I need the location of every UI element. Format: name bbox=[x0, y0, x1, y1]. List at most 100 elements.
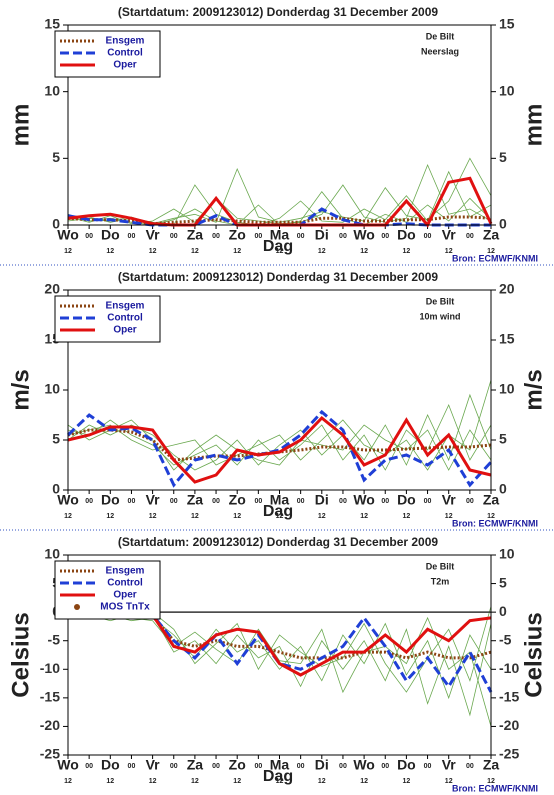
x-tick-label: 00 bbox=[128, 763, 136, 770]
x-tick-label: Vr bbox=[146, 757, 161, 773]
x-tick-label: 00 bbox=[170, 498, 178, 505]
x-tick-label: 00 bbox=[466, 233, 474, 240]
y2-axis-label: mm bbox=[520, 104, 547, 147]
x-sublabel: 12 bbox=[233, 778, 241, 785]
y-tick-label: 10 bbox=[44, 381, 60, 397]
x-tick-label: Ma bbox=[270, 227, 290, 243]
y2-tick-label: 15 bbox=[499, 331, 515, 347]
location: De Bilt bbox=[426, 296, 455, 306]
x-sublabel: 12 bbox=[360, 778, 368, 785]
x-tick-label: Wo bbox=[57, 227, 79, 243]
x-sublabel: 12 bbox=[403, 248, 411, 255]
x-tick-label: 00 bbox=[424, 498, 432, 505]
y2-tick-label: 5 bbox=[499, 574, 507, 590]
x-sublabel: 12 bbox=[106, 248, 114, 255]
x-sublabel: 12 bbox=[64, 513, 72, 520]
x-sublabel: 12 bbox=[318, 778, 326, 785]
x-tick-label: Do bbox=[101, 492, 120, 508]
legend-label: Oper bbox=[113, 590, 136, 601]
x-tick-label: 00 bbox=[85, 763, 93, 770]
series-line bbox=[66, 409, 493, 488]
y-tick-label: 0 bbox=[52, 481, 60, 497]
plot-frame bbox=[67, 289, 492, 491]
y-axis-label: Celsius bbox=[7, 612, 34, 697]
legend-label: Ensgem bbox=[106, 566, 145, 577]
y-tick-label: 15 bbox=[44, 16, 60, 32]
x-axis-label: Dag bbox=[263, 503, 293, 520]
x-tick-label: Za bbox=[187, 492, 204, 508]
y-tick-label: 20 bbox=[44, 281, 60, 297]
x-tick-label: 00 bbox=[128, 233, 136, 240]
series-line bbox=[67, 415, 492, 484]
x-tick-label: Di bbox=[315, 492, 329, 508]
x-tick-label: 00 bbox=[339, 233, 347, 240]
x-sublabel: 12 bbox=[64, 248, 72, 255]
x-tick-label: 00 bbox=[339, 763, 347, 770]
x-tick-label: 00 bbox=[466, 763, 474, 770]
x-sublabel: 12 bbox=[445, 513, 453, 520]
y-axis-label: mm bbox=[7, 104, 34, 147]
source: Bron: ECMWF/KNMI bbox=[452, 783, 538, 793]
location: De Bilt bbox=[426, 561, 455, 571]
x-tick-label: Vr bbox=[442, 492, 457, 508]
variable: T2m bbox=[431, 576, 450, 586]
member-line bbox=[67, 157, 492, 225]
y2-tick-label: 5 bbox=[499, 431, 507, 447]
y-tick-label: 5 bbox=[52, 431, 60, 447]
legend-label: Oper bbox=[113, 60, 136, 71]
series-line bbox=[67, 610, 492, 677]
x-sublabel: 12 bbox=[445, 778, 453, 785]
x-tick-label: 00 bbox=[212, 763, 220, 770]
series-line bbox=[67, 215, 492, 226]
member-line bbox=[67, 614, 492, 700]
y-axis-label: m/s bbox=[7, 369, 34, 410]
x-tick-label: Do bbox=[397, 492, 416, 508]
x-tick-label: Za bbox=[483, 227, 500, 243]
x-sublabel: 12 bbox=[487, 248, 495, 255]
source: Bron: ECMWF/KNMI bbox=[452, 518, 538, 528]
legend-box bbox=[54, 30, 161, 78]
x-sublabel: 12 bbox=[191, 513, 199, 520]
x-tick-label: 00 bbox=[424, 233, 432, 240]
legend-label: Control bbox=[107, 48, 143, 59]
series-line bbox=[67, 613, 492, 660]
x-tick-label: Do bbox=[397, 227, 416, 243]
y-tick-label: 10 bbox=[44, 82, 60, 98]
x-sublabel: 12 bbox=[487, 513, 495, 520]
y2-tick-label: 10 bbox=[499, 82, 515, 98]
chart-title: (Startdatum: 2009123012) Donderdag 31 De… bbox=[118, 535, 438, 549]
x-sublabel: 12 bbox=[149, 778, 157, 785]
x-sublabel: 12 bbox=[318, 513, 326, 520]
plot-frame bbox=[67, 24, 492, 226]
x-sublabel: 12 bbox=[487, 778, 495, 785]
x-tick-label: 00 bbox=[254, 498, 262, 505]
x-sublabel: 12 bbox=[276, 513, 284, 520]
y-tick-label: -15 bbox=[40, 689, 60, 705]
x-tick-label: Za bbox=[187, 757, 204, 773]
x-sublabel: 12 bbox=[233, 248, 241, 255]
x-tick-label: 00 bbox=[381, 498, 389, 505]
legend-label: Control bbox=[107, 313, 143, 324]
x-tick-label: 00 bbox=[297, 763, 305, 770]
x-sublabel: 12 bbox=[191, 778, 199, 785]
x-tick-label: Vr bbox=[146, 492, 161, 508]
x-sublabel: 12 bbox=[149, 513, 157, 520]
x-tick-label: 00 bbox=[466, 498, 474, 505]
x-tick-label: Wo bbox=[57, 757, 79, 773]
x-tick-label: 00 bbox=[212, 498, 220, 505]
x-tick-label: Wo bbox=[353, 757, 375, 773]
x-tick-label: 00 bbox=[170, 763, 178, 770]
x-tick-label: Vr bbox=[442, 227, 457, 243]
y2-tick-label: 10 bbox=[499, 546, 515, 562]
x-tick-label: 00 bbox=[424, 763, 432, 770]
x-sublabel: 12 bbox=[106, 513, 114, 520]
y2-axis-label: Celsius bbox=[520, 612, 547, 697]
legend-label: MOS TnTx bbox=[100, 602, 150, 613]
x-tick-label: Zo bbox=[229, 757, 246, 773]
x-sublabel: 12 bbox=[318, 248, 326, 255]
y2-tick-label: 20 bbox=[499, 281, 515, 297]
member-line bbox=[67, 379, 492, 471]
x-tick-label: 00 bbox=[254, 233, 262, 240]
y-tick-label: -10 bbox=[40, 660, 60, 676]
